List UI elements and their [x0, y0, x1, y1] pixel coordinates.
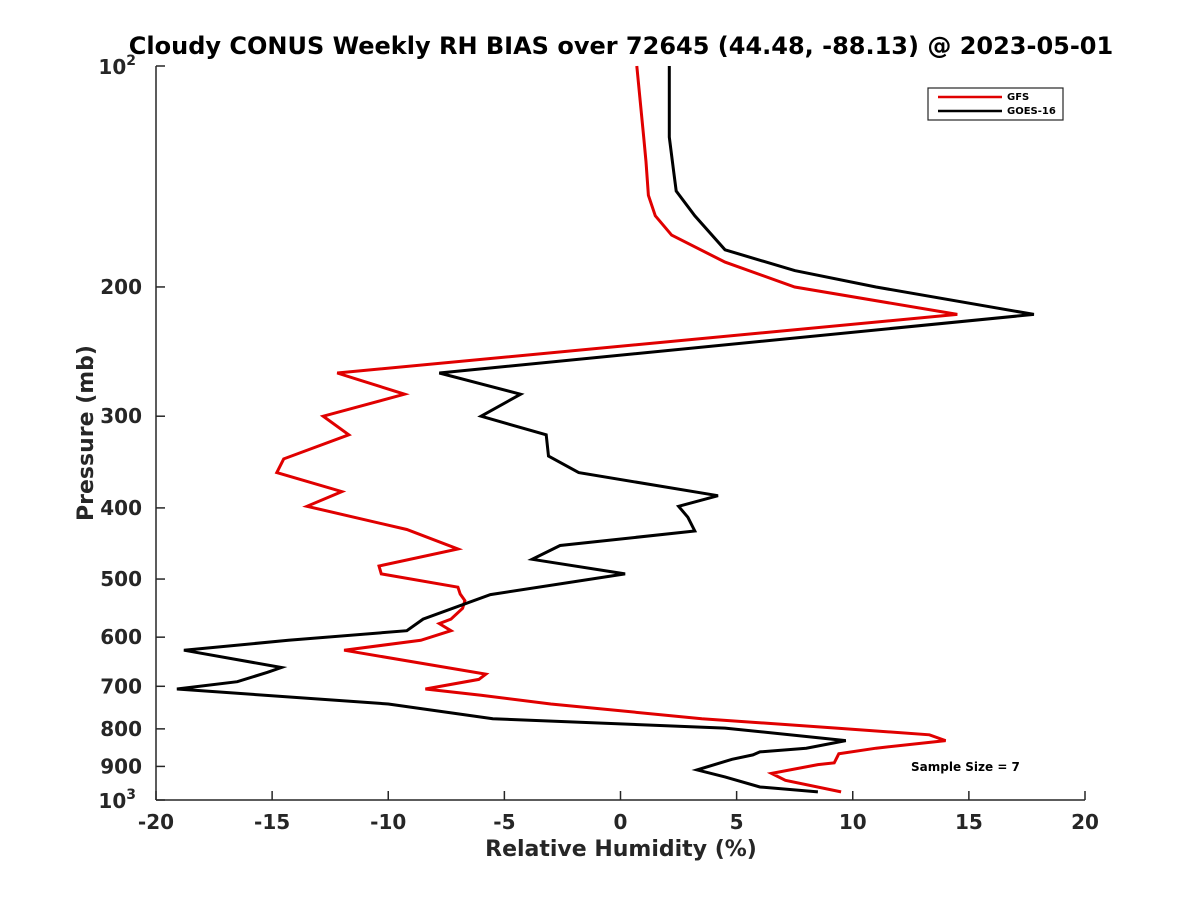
chart-title: Cloudy CONUS Weekly RH BIAS over 72645 (…: [129, 32, 1113, 60]
series-line-goes16: [176, 66, 1035, 794]
y-tick-label: 500: [100, 567, 142, 591]
y-tick-label: 600: [100, 625, 142, 649]
y-ticks: 200 300 400 500 600 700 800 900 102 103: [98, 53, 165, 813]
y-tick-label: 102: [98, 53, 136, 79]
y-tick-label: 400: [100, 496, 142, 520]
x-tick-label: 5: [730, 810, 744, 834]
x-tick-label: 0: [614, 810, 628, 834]
legend-box: [927, 87, 1064, 121]
series-line-gfs: [274, 65, 958, 794]
x-tick-label: 10: [839, 810, 867, 834]
y-tick-label: 900: [100, 754, 142, 778]
legend-label-gfs: GFS: [1007, 92, 1029, 103]
legend: GFS GOES-16: [927, 87, 1064, 121]
y-tick-label: 300: [100, 404, 142, 428]
x-tick-label: -15: [254, 810, 290, 834]
y-tick-label: 103: [98, 787, 136, 813]
x-tick-label: -5: [493, 810, 515, 834]
y-axis-label: Pressure (mb): [74, 345, 99, 521]
x-tick-label: 15: [955, 810, 983, 834]
x-axis-label: Relative Humidity (%): [485, 837, 757, 862]
x-tick-label: -20: [138, 810, 174, 834]
x-tick-label: 20: [1071, 810, 1099, 834]
y-tick-label: 200: [100, 275, 142, 299]
y-tick-label: 700: [100, 674, 142, 698]
plot-area: [176, 65, 1035, 794]
y-tick-label: 800: [100, 717, 142, 741]
legend-label-goes16: GOES-16: [1007, 106, 1056, 117]
sample-size-annotation: Sample Size = 7: [911, 760, 1020, 774]
x-ticks: -20 -15 -10 -5 0 5 10 15 20: [138, 791, 1099, 834]
x-tick-label: -10: [370, 810, 406, 834]
